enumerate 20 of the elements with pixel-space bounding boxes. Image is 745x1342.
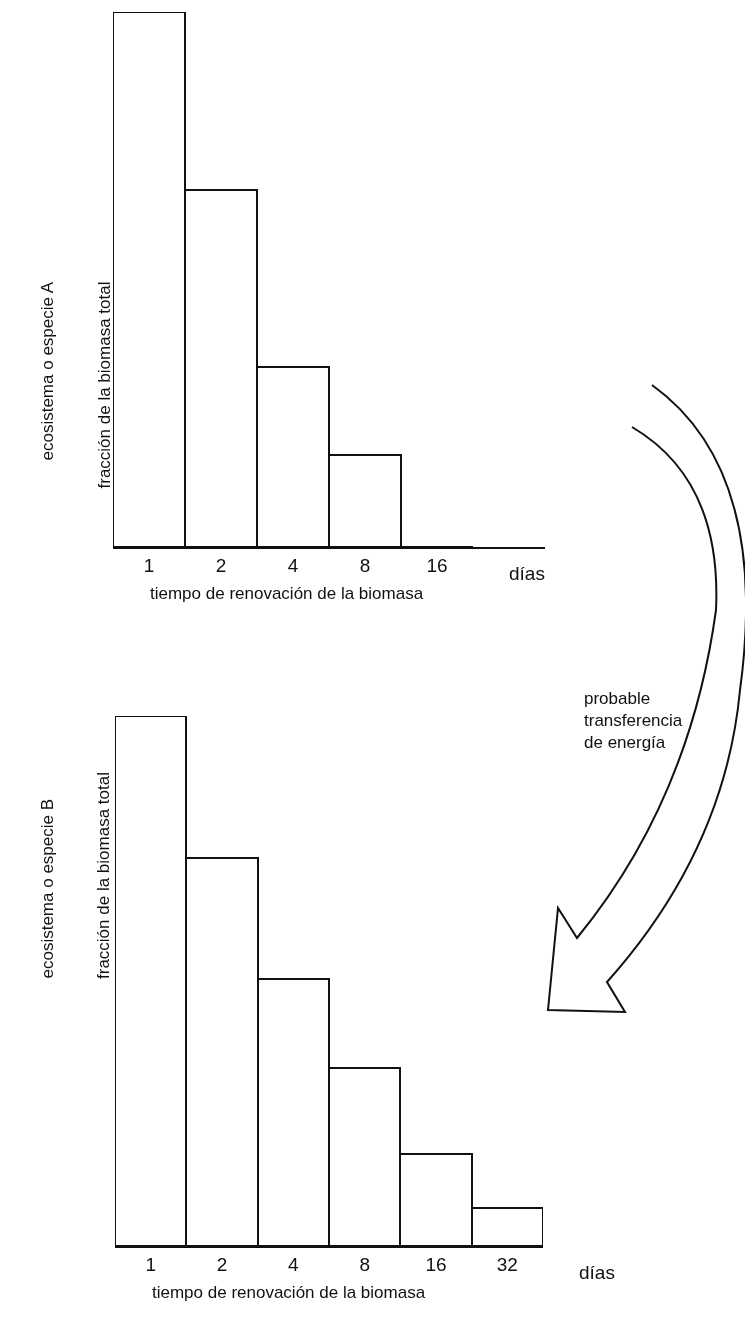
y-axis-title: fracción de la biomasa total [94,281,114,489]
x-tick-label: 1 [145,1253,156,1275]
text: ecosistema o especie B [37,798,57,979]
x-tick-label: 32 [496,1253,518,1275]
x-tick-label: 4 [288,1253,300,1275]
x-tick-label: 2 [216,1253,228,1275]
x-axis-title: tiempo de renovación de la biomasa [152,1283,426,1302]
text: días [509,563,545,584]
x-tick-label: 8 [359,1253,370,1275]
text: días [579,1262,615,1283]
x-tick-label: 2 [215,554,227,576]
x-tick-label: 16 [425,1253,447,1275]
x-tick-label: 8 [359,554,371,576]
y-axis-title: fracción de la biomasa total [94,772,113,979]
x-tick-label: 16 [426,554,448,576]
x-tick-label: 4 [287,554,299,576]
x-axis-title: tiempo de renovación de la biomasa [150,584,424,603]
text: probable transferencia de energía [584,689,683,753]
x-tick-label: 1 [143,554,155,576]
text: ecosistema o especie A [37,281,57,461]
